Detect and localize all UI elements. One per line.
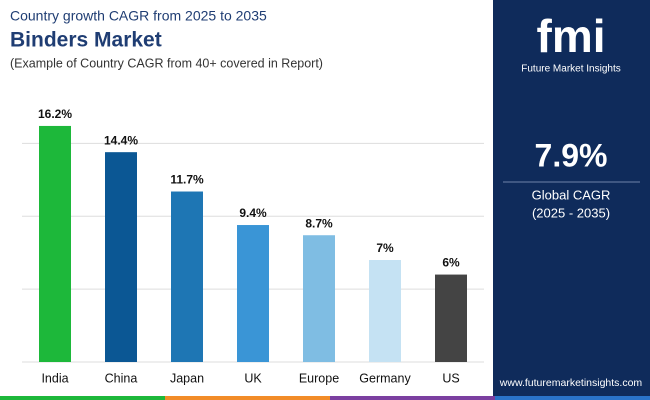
chart-supertitle: Country growth CAGR from 2025 to 2035 bbox=[10, 8, 267, 24]
x-tick-label: US bbox=[442, 371, 459, 385]
value-label: 14.4% bbox=[104, 133, 138, 147]
value-label: 11.7% bbox=[170, 173, 204, 187]
strip bbox=[0, 396, 165, 400]
chart-subtitle: (Example of Country CAGR from 40+ covere… bbox=[10, 56, 323, 70]
bar bbox=[105, 152, 137, 362]
x-tick-label: Europe bbox=[299, 371, 339, 385]
bar bbox=[39, 125, 71, 362]
value-label: 8.7% bbox=[305, 216, 333, 230]
brand-name: Future Market Insights bbox=[521, 64, 620, 75]
side-panel bbox=[493, 0, 650, 400]
cagr-label: Global CAGR bbox=[532, 187, 611, 202]
value-label: 9.4% bbox=[239, 206, 267, 220]
x-tick-label: UK bbox=[244, 371, 262, 385]
bar bbox=[435, 274, 467, 362]
strip bbox=[165, 396, 330, 400]
strip bbox=[330, 396, 495, 400]
strip bbox=[495, 396, 650, 400]
bar bbox=[171, 191, 203, 362]
bar bbox=[369, 260, 401, 362]
bar bbox=[303, 235, 335, 362]
x-tick-label: Japan bbox=[170, 371, 204, 385]
bar bbox=[237, 225, 269, 362]
website: www.futuremarketinsights.com bbox=[499, 377, 643, 389]
x-tick-label: Germany bbox=[359, 371, 411, 385]
x-tick-label: India bbox=[41, 371, 68, 385]
x-tick-label: China bbox=[105, 371, 138, 385]
cagr-period: (2025 - 2035) bbox=[532, 205, 610, 220]
logo: fmi bbox=[537, 10, 606, 62]
value-label: 16.2% bbox=[38, 107, 72, 121]
value-label: 6% bbox=[442, 256, 460, 270]
chart-title: Binders Market bbox=[10, 29, 162, 52]
value-label: 7% bbox=[376, 241, 394, 255]
global-cagr: 7.9% bbox=[535, 137, 608, 173]
